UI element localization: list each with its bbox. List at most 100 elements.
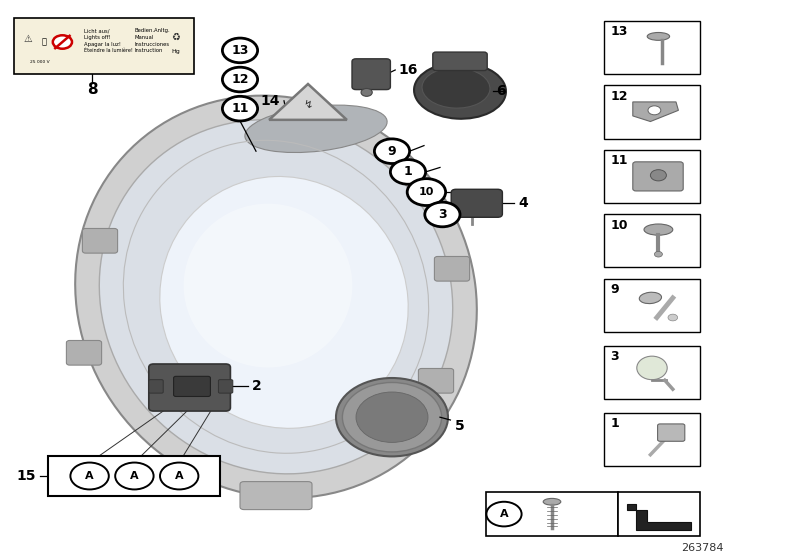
FancyBboxPatch shape: [149, 364, 230, 411]
Circle shape: [374, 139, 410, 164]
FancyBboxPatch shape: [66, 340, 102, 365]
Text: 12: 12: [610, 90, 628, 103]
Circle shape: [668, 314, 678, 321]
Bar: [604, 413, 700, 466]
Text: 16: 16: [398, 63, 418, 77]
Ellipse shape: [99, 120, 453, 474]
Text: ♻: ♻: [172, 31, 180, 41]
FancyBboxPatch shape: [240, 482, 312, 510]
Bar: [604, 279, 700, 332]
Circle shape: [160, 463, 198, 489]
Circle shape: [336, 378, 448, 456]
Polygon shape: [633, 102, 678, 122]
Bar: [604, 346, 700, 399]
Text: 6: 6: [496, 84, 506, 98]
Text: Hg: Hg: [172, 49, 180, 54]
Bar: [48, 456, 220, 496]
Circle shape: [361, 88, 372, 96]
Text: Manual: Manual: [134, 35, 154, 40]
Text: Instruction: Instruction: [134, 49, 162, 53]
Text: A: A: [130, 471, 138, 481]
Circle shape: [356, 392, 428, 442]
Ellipse shape: [184, 204, 352, 367]
Text: 3: 3: [438, 208, 446, 221]
Ellipse shape: [422, 68, 490, 108]
Text: Lights off!: Lights off!: [84, 35, 110, 40]
Ellipse shape: [647, 32, 670, 40]
Circle shape: [222, 38, 258, 63]
Circle shape: [222, 67, 258, 92]
Text: 13: 13: [231, 44, 249, 57]
Text: Bedien.Anltg.: Bedien.Anltg.: [134, 29, 170, 33]
Text: A: A: [86, 471, 94, 481]
Text: 11: 11: [231, 102, 249, 115]
Circle shape: [648, 106, 661, 115]
FancyBboxPatch shape: [218, 380, 233, 393]
FancyBboxPatch shape: [174, 376, 210, 396]
FancyBboxPatch shape: [14, 18, 194, 74]
FancyBboxPatch shape: [82, 228, 118, 253]
Circle shape: [654, 251, 662, 257]
Circle shape: [425, 202, 460, 227]
Circle shape: [650, 170, 666, 181]
Text: 263784: 263784: [681, 543, 724, 553]
Text: A: A: [500, 509, 508, 519]
Ellipse shape: [414, 63, 506, 119]
Polygon shape: [627, 504, 691, 530]
FancyBboxPatch shape: [633, 162, 683, 191]
Text: 8: 8: [86, 82, 98, 97]
Ellipse shape: [639, 292, 662, 304]
Ellipse shape: [543, 498, 561, 505]
Text: Apagar la luz!: Apagar la luz!: [84, 42, 121, 46]
FancyBboxPatch shape: [658, 424, 685, 441]
FancyBboxPatch shape: [451, 189, 502, 217]
Circle shape: [407, 179, 446, 206]
Circle shape: [70, 463, 109, 489]
FancyBboxPatch shape: [418, 368, 454, 393]
Text: 15: 15: [17, 469, 36, 483]
Text: Éteindre la lumière!: Éteindre la lumière!: [84, 48, 133, 54]
Text: Licht aus/: Licht aus/: [84, 29, 110, 33]
Text: 1: 1: [610, 418, 619, 431]
Text: 10: 10: [418, 187, 434, 197]
FancyBboxPatch shape: [434, 256, 470, 281]
Text: 10: 10: [610, 219, 628, 232]
Circle shape: [390, 160, 426, 184]
Text: 9: 9: [610, 283, 619, 296]
Text: ⚠: ⚠: [24, 34, 32, 44]
Ellipse shape: [75, 96, 477, 498]
Text: 4: 4: [518, 196, 528, 210]
FancyBboxPatch shape: [433, 52, 487, 71]
Text: A: A: [175, 471, 183, 481]
Text: 25 000 V: 25 000 V: [30, 59, 50, 64]
Text: 11: 11: [610, 155, 628, 167]
Bar: [604, 21, 700, 74]
Bar: [618, 492, 700, 536]
Text: 14: 14: [261, 94, 280, 108]
Text: 3: 3: [610, 351, 619, 363]
Text: 13: 13: [610, 26, 628, 39]
Text: 5: 5: [454, 419, 464, 433]
FancyBboxPatch shape: [352, 59, 390, 90]
Circle shape: [115, 463, 154, 489]
Bar: [604, 214, 700, 268]
Text: 1: 1: [404, 165, 412, 179]
Circle shape: [53, 35, 72, 49]
Text: 12: 12: [231, 73, 249, 86]
Ellipse shape: [245, 105, 387, 152]
Polygon shape: [269, 84, 347, 120]
Text: ↯: ↯: [303, 100, 313, 110]
Circle shape: [342, 382, 442, 452]
Circle shape: [486, 502, 522, 526]
Text: 🚶: 🚶: [42, 38, 46, 46]
FancyBboxPatch shape: [149, 380, 163, 393]
Text: 2: 2: [252, 380, 262, 394]
Bar: [604, 86, 700, 139]
Text: 9: 9: [388, 144, 396, 158]
Bar: [486, 492, 618, 536]
Ellipse shape: [644, 224, 673, 235]
Bar: [604, 150, 700, 203]
Ellipse shape: [160, 176, 408, 428]
Ellipse shape: [637, 356, 667, 380]
Text: Instrucciones: Instrucciones: [134, 42, 170, 46]
